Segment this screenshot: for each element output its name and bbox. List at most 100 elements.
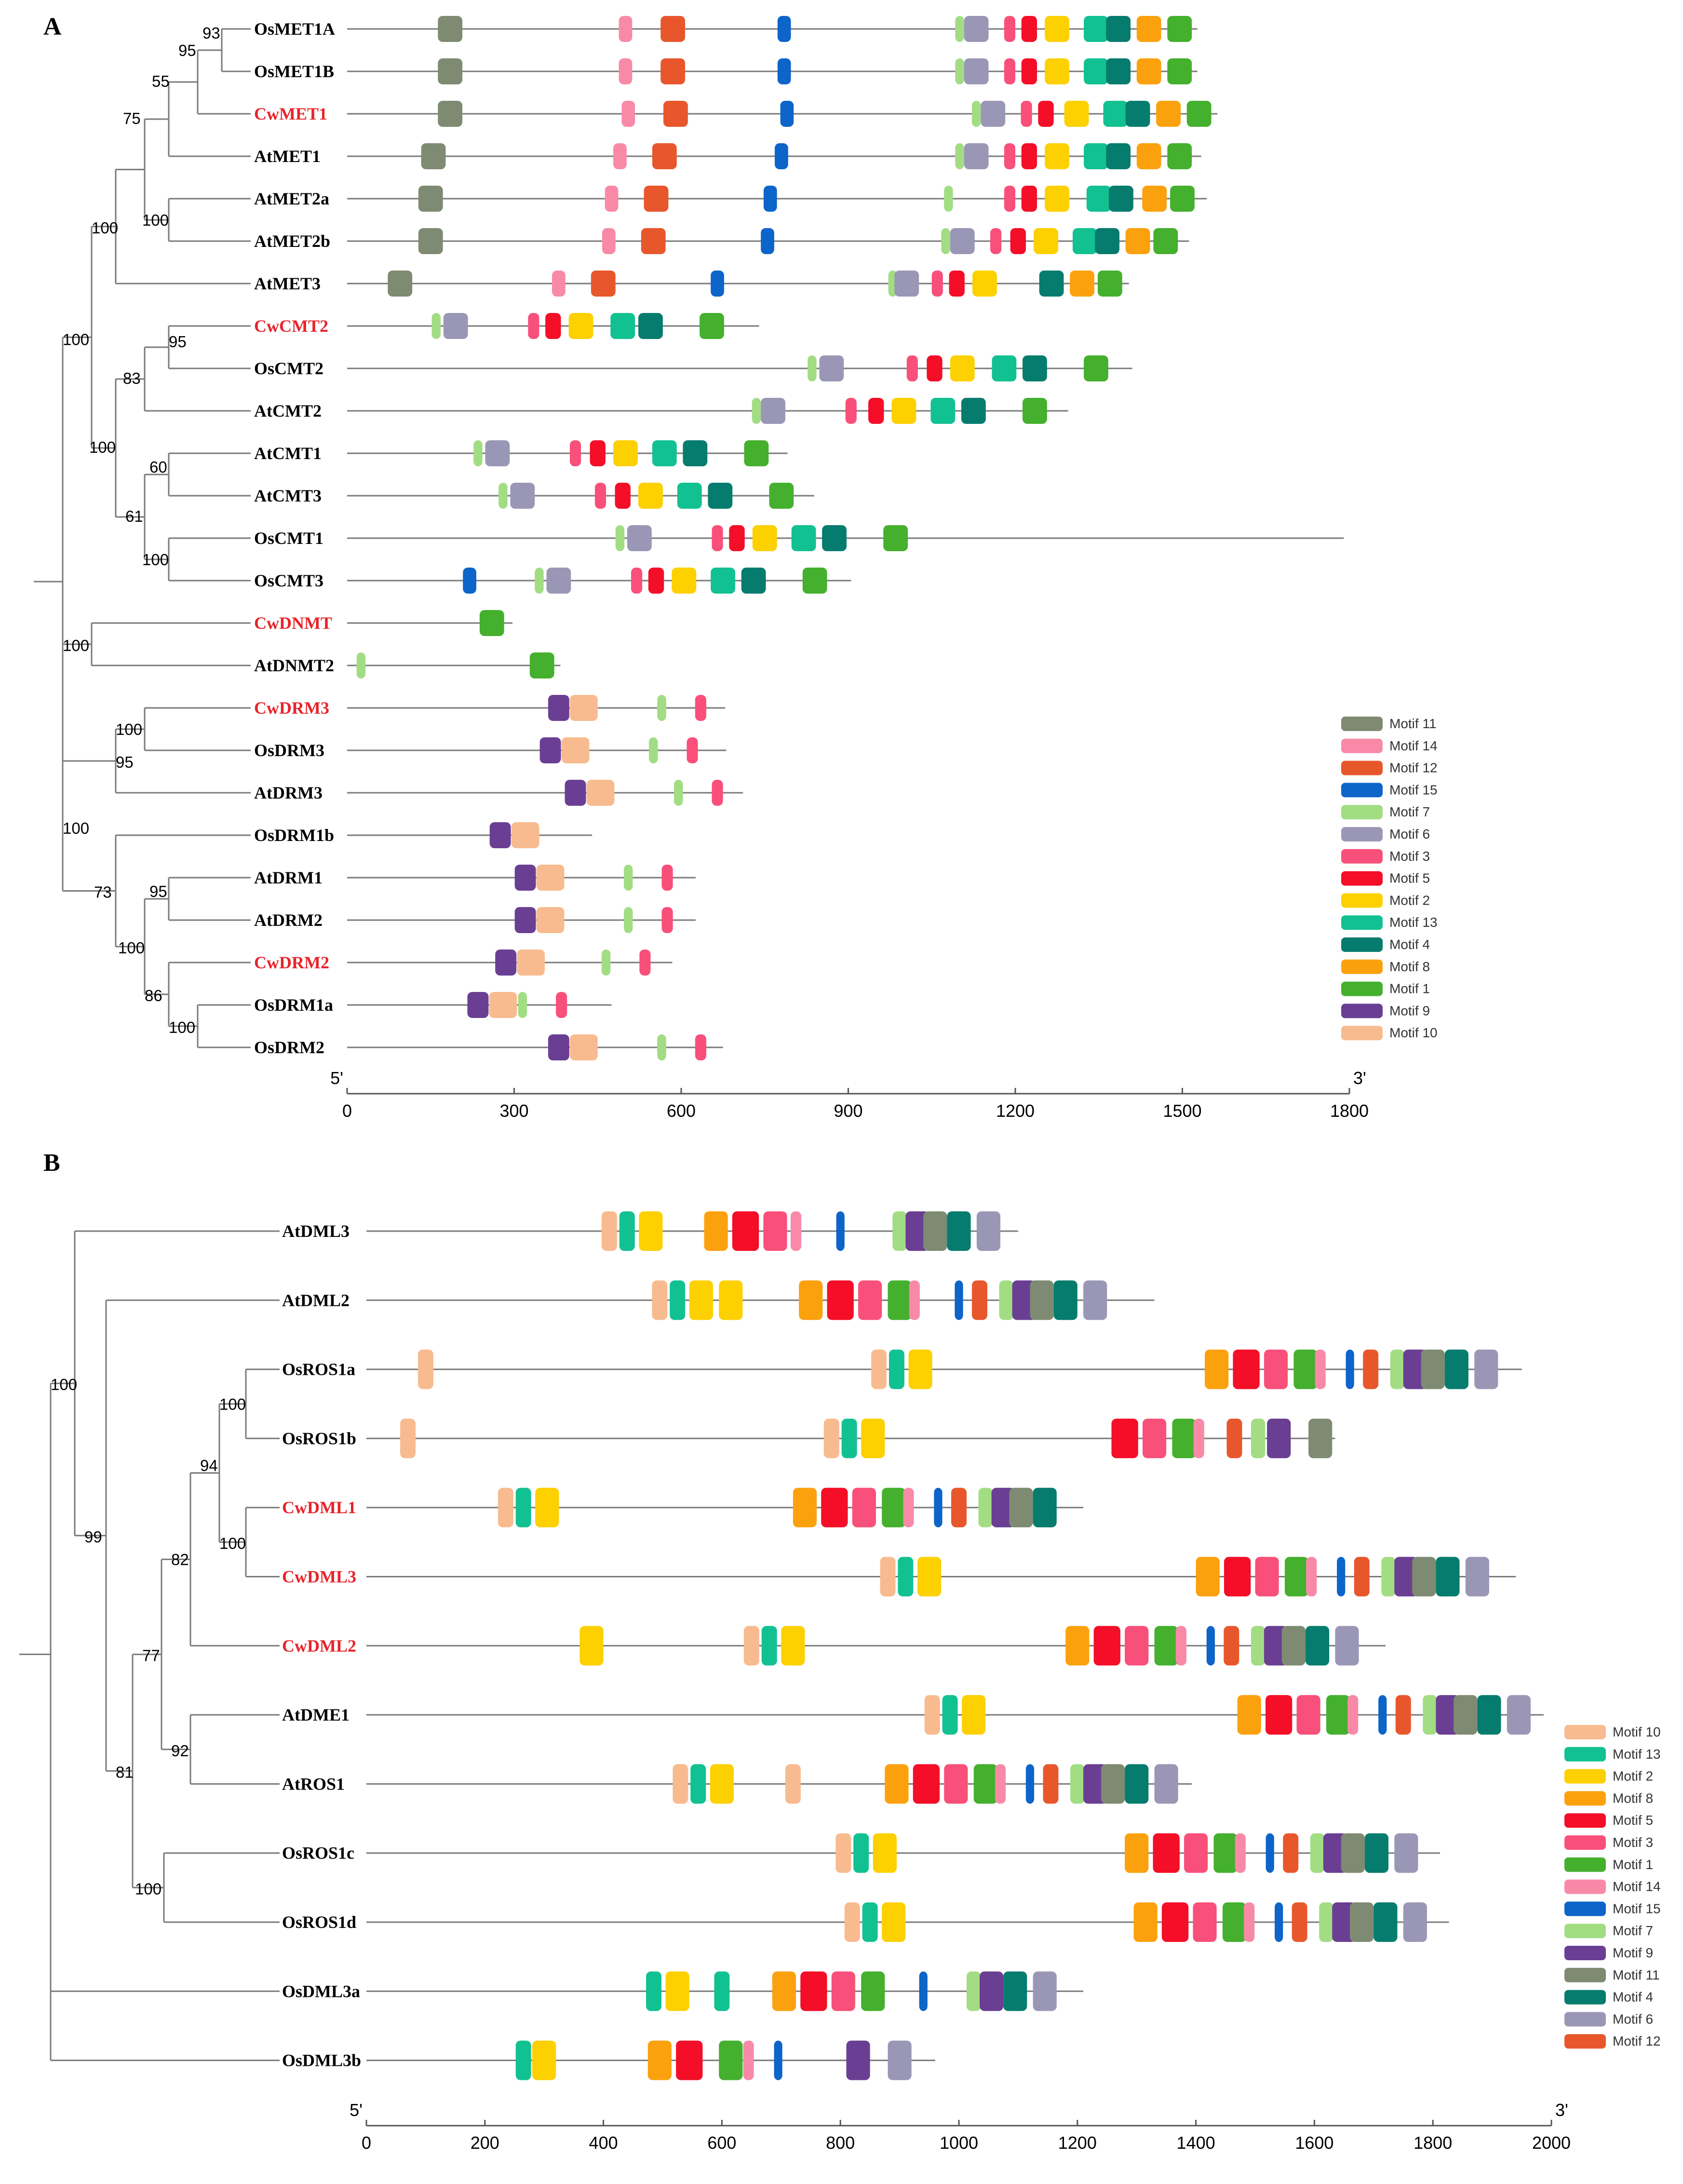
motif-box-motif-5 <box>1021 143 1037 169</box>
motif-box-motif-4 <box>1364 1833 1389 1873</box>
legend-label: Motif 2 <box>1389 893 1430 908</box>
gene-row: OsDRM1a <box>254 992 612 1018</box>
gene-name: AtMET2a <box>254 189 329 208</box>
motif-box-motif-3 <box>1021 101 1032 127</box>
motif-box-motif-8 <box>1237 1695 1261 1735</box>
motif-box-motif-2 <box>719 1280 743 1320</box>
gene-name: AtDME1 <box>282 1705 350 1724</box>
motif-box-motif-13 <box>930 398 956 424</box>
motif-box-motif-3 <box>631 568 643 594</box>
motif-box-motif-15 <box>775 143 788 169</box>
gene-name: AtCMT1 <box>254 444 322 463</box>
motif-box-motif-5 <box>1093 1626 1120 1666</box>
motif-box-motif-5 <box>615 483 631 509</box>
motif-box-motif-7 <box>1423 1695 1437 1735</box>
motif-box-motif-11 <box>1030 1280 1054 1320</box>
motif-box-motif-8 <box>1125 1833 1149 1873</box>
motif-box-motif-9 <box>1394 1557 1418 1597</box>
gene-row: AtMET2b <box>254 228 1189 254</box>
legend-label: Motif 15 <box>1389 782 1438 797</box>
gene-name: OsCMT3 <box>254 571 323 590</box>
motif-box-motif-4 <box>1477 1695 1501 1735</box>
gene-row: CwDRM2 <box>254 950 673 976</box>
motif-box-motif-13 <box>670 1280 686 1320</box>
panel-b-genes: AtDML3 AtDML2 OsROS1a OsROS1b CwDML1 CwDML3 Cw… <box>282 1211 1544 2080</box>
legend-swatch-motif-8 <box>1564 1791 1606 1806</box>
gene-name: OsDRM1b <box>254 826 334 845</box>
motif-box-motif-1 <box>1186 101 1212 127</box>
gene-name: CwDRM3 <box>254 698 329 718</box>
legend-label: Motif 1 <box>1613 1857 1653 1872</box>
axis-tick-label: 0 <box>362 2133 371 2153</box>
motif-box-motif-1 <box>1023 398 1047 424</box>
motif-box-motif-6 <box>1403 1902 1427 1942</box>
bootstrap-value: 100 <box>118 939 145 957</box>
legend-swatch-motif-5 <box>1564 1813 1606 1828</box>
motif-box-motif-6 <box>950 228 975 254</box>
motif-box-motif-3 <box>944 1764 968 1804</box>
motif-box-motif-3 <box>845 398 857 424</box>
legend-item: Motif 1 <box>1341 981 1430 996</box>
gene-name: AtDNMT2 <box>254 656 334 675</box>
gene-name: AtDRM3 <box>254 783 323 802</box>
motif-box-motif-1 <box>1222 1902 1247 1942</box>
axis-tick-label: 900 <box>834 1101 862 1121</box>
bootstrap-value: 100 <box>219 1534 246 1552</box>
gene-name: AtROS1 <box>282 1774 345 1793</box>
motif-box-motif-5 <box>868 398 884 424</box>
motif-box-motif-14 <box>613 143 627 169</box>
motif-box-motif-10 <box>536 907 565 933</box>
motif-box-motif-4 <box>1373 1902 1398 1942</box>
gene-row: OsCMT3 <box>254 568 851 594</box>
motif-box-motif-4 <box>1033 1488 1057 1528</box>
motif-box-motif-4 <box>822 525 847 551</box>
axis-tick-label: 1200 <box>996 1101 1035 1121</box>
legend-swatch-motif-12 <box>1564 2034 1606 2049</box>
motif-box-motif-14 <box>790 1211 802 1251</box>
bootstrap-value: 100 <box>92 219 118 237</box>
motif-box-motif-14 <box>1244 1902 1255 1942</box>
motif-box-motif-10 <box>561 737 590 763</box>
axis-tick-label: 1800 <box>1330 1101 1369 1121</box>
motif-box-motif-4 <box>1053 1280 1077 1320</box>
motif-box-motif-12 <box>641 228 666 254</box>
motif-box-motif-15 <box>761 228 774 254</box>
legend-swatch-motif-14 <box>1564 1879 1606 1894</box>
motif-box-motif-2 <box>1045 186 1070 212</box>
gene-name: OsROS1d <box>282 1913 356 1932</box>
motif-box-motif-7 <box>892 1211 907 1251</box>
legend-label: Motif 12 <box>1613 2034 1661 2048</box>
legend-item: Motif 14 <box>1564 1879 1661 1894</box>
motif-box-motif-5 <box>732 1211 759 1251</box>
gene-row: OsMET1A <box>254 16 1198 42</box>
motif-box-motif-7 <box>1319 1902 1333 1942</box>
motif-box-motif-10 <box>586 780 615 806</box>
panel-a-axis: 0 300 600 900 1200 1500 1800 5' 3' <box>330 1068 1369 1121</box>
panel-a-genes: OsMET1A OsMET1B CwMET1 AtMET1 AtMET2a AtMET2b… <box>254 16 1344 1060</box>
motif-box-motif-12 <box>663 101 688 127</box>
motif-box-motif-14 <box>619 58 633 84</box>
legend-swatch-motif-10 <box>1564 1725 1606 1739</box>
gene-row: AtDRM3 <box>254 780 743 806</box>
motif-box-motif-13 <box>841 1418 857 1458</box>
motif-box-motif-11 <box>1454 1695 1478 1735</box>
legend-label: Motif 5 <box>1613 1813 1653 1828</box>
motif-box-motif-6 <box>1394 1833 1418 1873</box>
motif-box-motif-6 <box>964 58 989 84</box>
motif-box-motif-11 <box>438 101 463 127</box>
motif-box-motif-10 <box>417 1349 433 1389</box>
panel-b-bootstraps: 100 99 100 94 100 82 77 92 81 100 <box>51 1376 246 1898</box>
motif-box-motif-1 <box>888 1280 912 1320</box>
motif-box-motif-1 <box>1084 355 1108 381</box>
gene-row: AtDRM2 <box>254 907 696 933</box>
motif-box-motif-6 <box>1507 1695 1531 1735</box>
bootstrap-value: 100 <box>116 720 142 738</box>
motif-box-motif-8 <box>1136 16 1161 42</box>
motif-box-motif-14 <box>743 2040 754 2080</box>
motif-box-motif-1 <box>1213 1833 1238 1873</box>
legend-label: Motif 12 <box>1389 760 1438 775</box>
motif-box-motif-1 <box>769 483 794 509</box>
motif-box-motif-1 <box>1097 271 1122 297</box>
motif-box-motif-15 <box>463 568 476 594</box>
motif-box-motif-2 <box>972 271 997 297</box>
